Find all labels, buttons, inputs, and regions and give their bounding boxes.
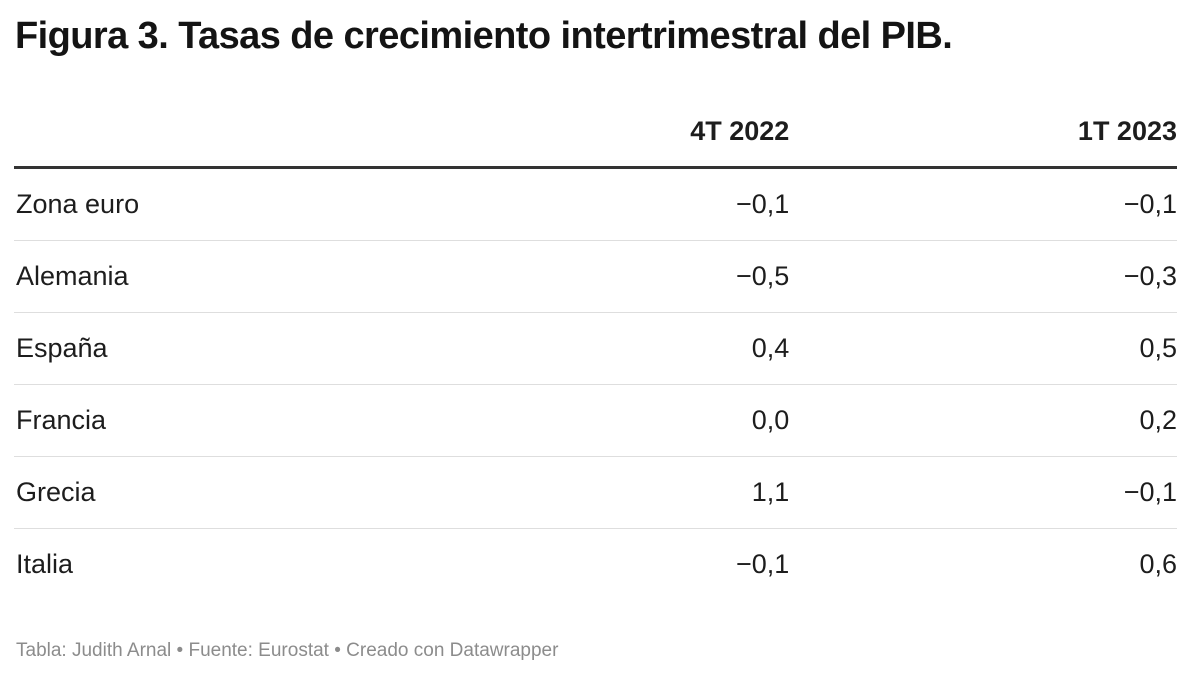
cell-4t-2022: −0,1 (736, 549, 790, 580)
table-row: Francia 0,0 0,2 (14, 384, 1177, 458)
datawrapper-embed: Figura 3. Tasas de crecimiento intertrim… (0, 14, 1200, 678)
cell-1t-2023: −0,1 (789, 167, 1177, 242)
row-label: Alemania (14, 240, 402, 314)
cell-4t-2022: −0,1 (401, 167, 790, 242)
cell-4t-2022: −0,5 (401, 240, 790, 314)
cell-4t-2022: 0,0 (401, 384, 790, 458)
row-label: Francia (14, 384, 402, 458)
table-row: Zona euro −0,1 −0,1 (14, 167, 1177, 242)
cell-1t-2023: −0,1 (789, 456, 1177, 530)
row-label: España (14, 312, 402, 386)
table-row: Grecia 1,1 −0,1 (14, 456, 1177, 530)
cell-4t-2022: 1,1 (401, 456, 790, 530)
page-title: Figura 3. Tasas de crecimiento intertrim… (15, 15, 953, 57)
column-header-1t-2023: 1T 2023 (789, 116, 1177, 170)
cell-1t-2023: 0,2 (789, 384, 1177, 458)
cell-1t-2023: 0,6 (1139, 549, 1177, 580)
row-label: Italia (16, 549, 74, 580)
column-header-4t-2022: 4T 2022 (401, 116, 790, 170)
attribution-footer: Tabla: Judith Arnal • Fuente: Eurostat •… (16, 640, 559, 662)
cell-1t-2023: 0,5 (789, 312, 1177, 386)
cell-4t-2022: 0,4 (401, 312, 790, 386)
cell-1t-2023: −0,3 (789, 240, 1177, 314)
row-label: Grecia (14, 456, 402, 530)
column-header-empty (14, 116, 402, 170)
table-body: Zona euro −0,1 −0,1 Alemania −0,5 −0,3 España 0… (14, 167, 1177, 601)
row-label: Zona euro (14, 167, 402, 242)
table-header: 4T 2022 1T 2023 (14, 116, 1177, 170)
gdp-growth-table: 4T 2022 1T 2023 Zona euro −0,1 −0,1 Alemani… (14, 116, 1177, 600)
table-row: España 0,4 0,5 (14, 312, 1177, 386)
table-row: Italia −0,1 0,6 (14, 529, 1177, 601)
table-row: Alemania −0,5 −0,3 (14, 240, 1177, 314)
table-header-row: 4T 2022 1T 2023 (14, 116, 1177, 170)
